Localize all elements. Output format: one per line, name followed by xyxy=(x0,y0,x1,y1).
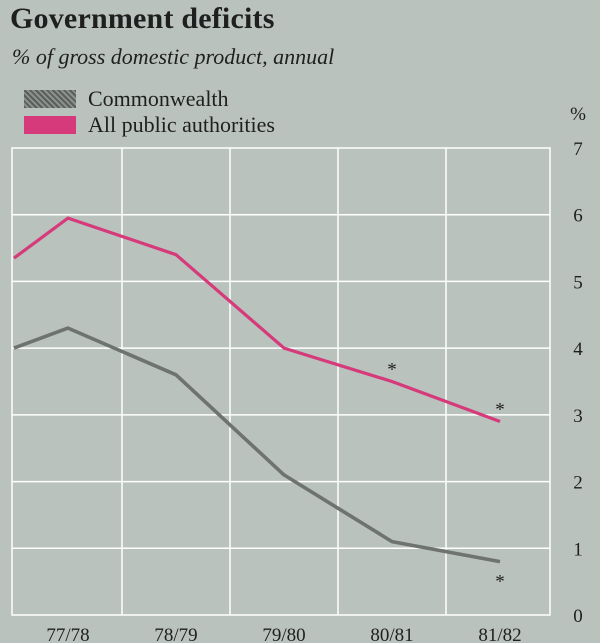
legend-label-commonwealth: Commonwealth xyxy=(88,86,229,111)
annotation-asterisk: * xyxy=(495,572,505,593)
y-tick-label: 5 xyxy=(573,272,583,293)
y-tick-label: 7 xyxy=(573,139,583,160)
y-axis-label: % xyxy=(570,104,586,125)
y-tick-label: 2 xyxy=(573,473,583,494)
series-line xyxy=(13,216,501,424)
chart-subtitle: % of gross domestic product, annual xyxy=(12,44,335,69)
y-tick-label: 6 xyxy=(573,206,583,227)
legend-item-all-public-authorities: All public authorities xyxy=(24,112,275,138)
x-tick-label: 78/79 xyxy=(154,625,197,643)
x-tick-label: 77/78 xyxy=(46,625,89,643)
legend-swatch-commonwealth xyxy=(24,90,76,108)
y-tick-label: 1 xyxy=(573,539,583,560)
y-tick-label: 4 xyxy=(573,339,583,360)
x-tick-label: 81/82 xyxy=(478,625,521,643)
x-tick-label: 80/81 xyxy=(370,625,413,643)
legend-swatch-all-public-authorities xyxy=(24,116,76,134)
annotation-asterisk: * xyxy=(495,400,505,421)
y-tick-label: 3 xyxy=(573,406,583,427)
legend-label-all-public-authorities: All public authorities xyxy=(88,112,275,137)
legend-item-commonwealth: Commonwealth xyxy=(24,86,229,112)
chart-title: Government deficits xyxy=(10,2,275,35)
y-tick-label: 0 xyxy=(573,606,583,627)
x-tick-label: 79/80 xyxy=(262,625,305,643)
plot-frame xyxy=(11,147,551,616)
annotation-asterisk: * xyxy=(387,360,397,381)
series-line xyxy=(13,326,501,564)
